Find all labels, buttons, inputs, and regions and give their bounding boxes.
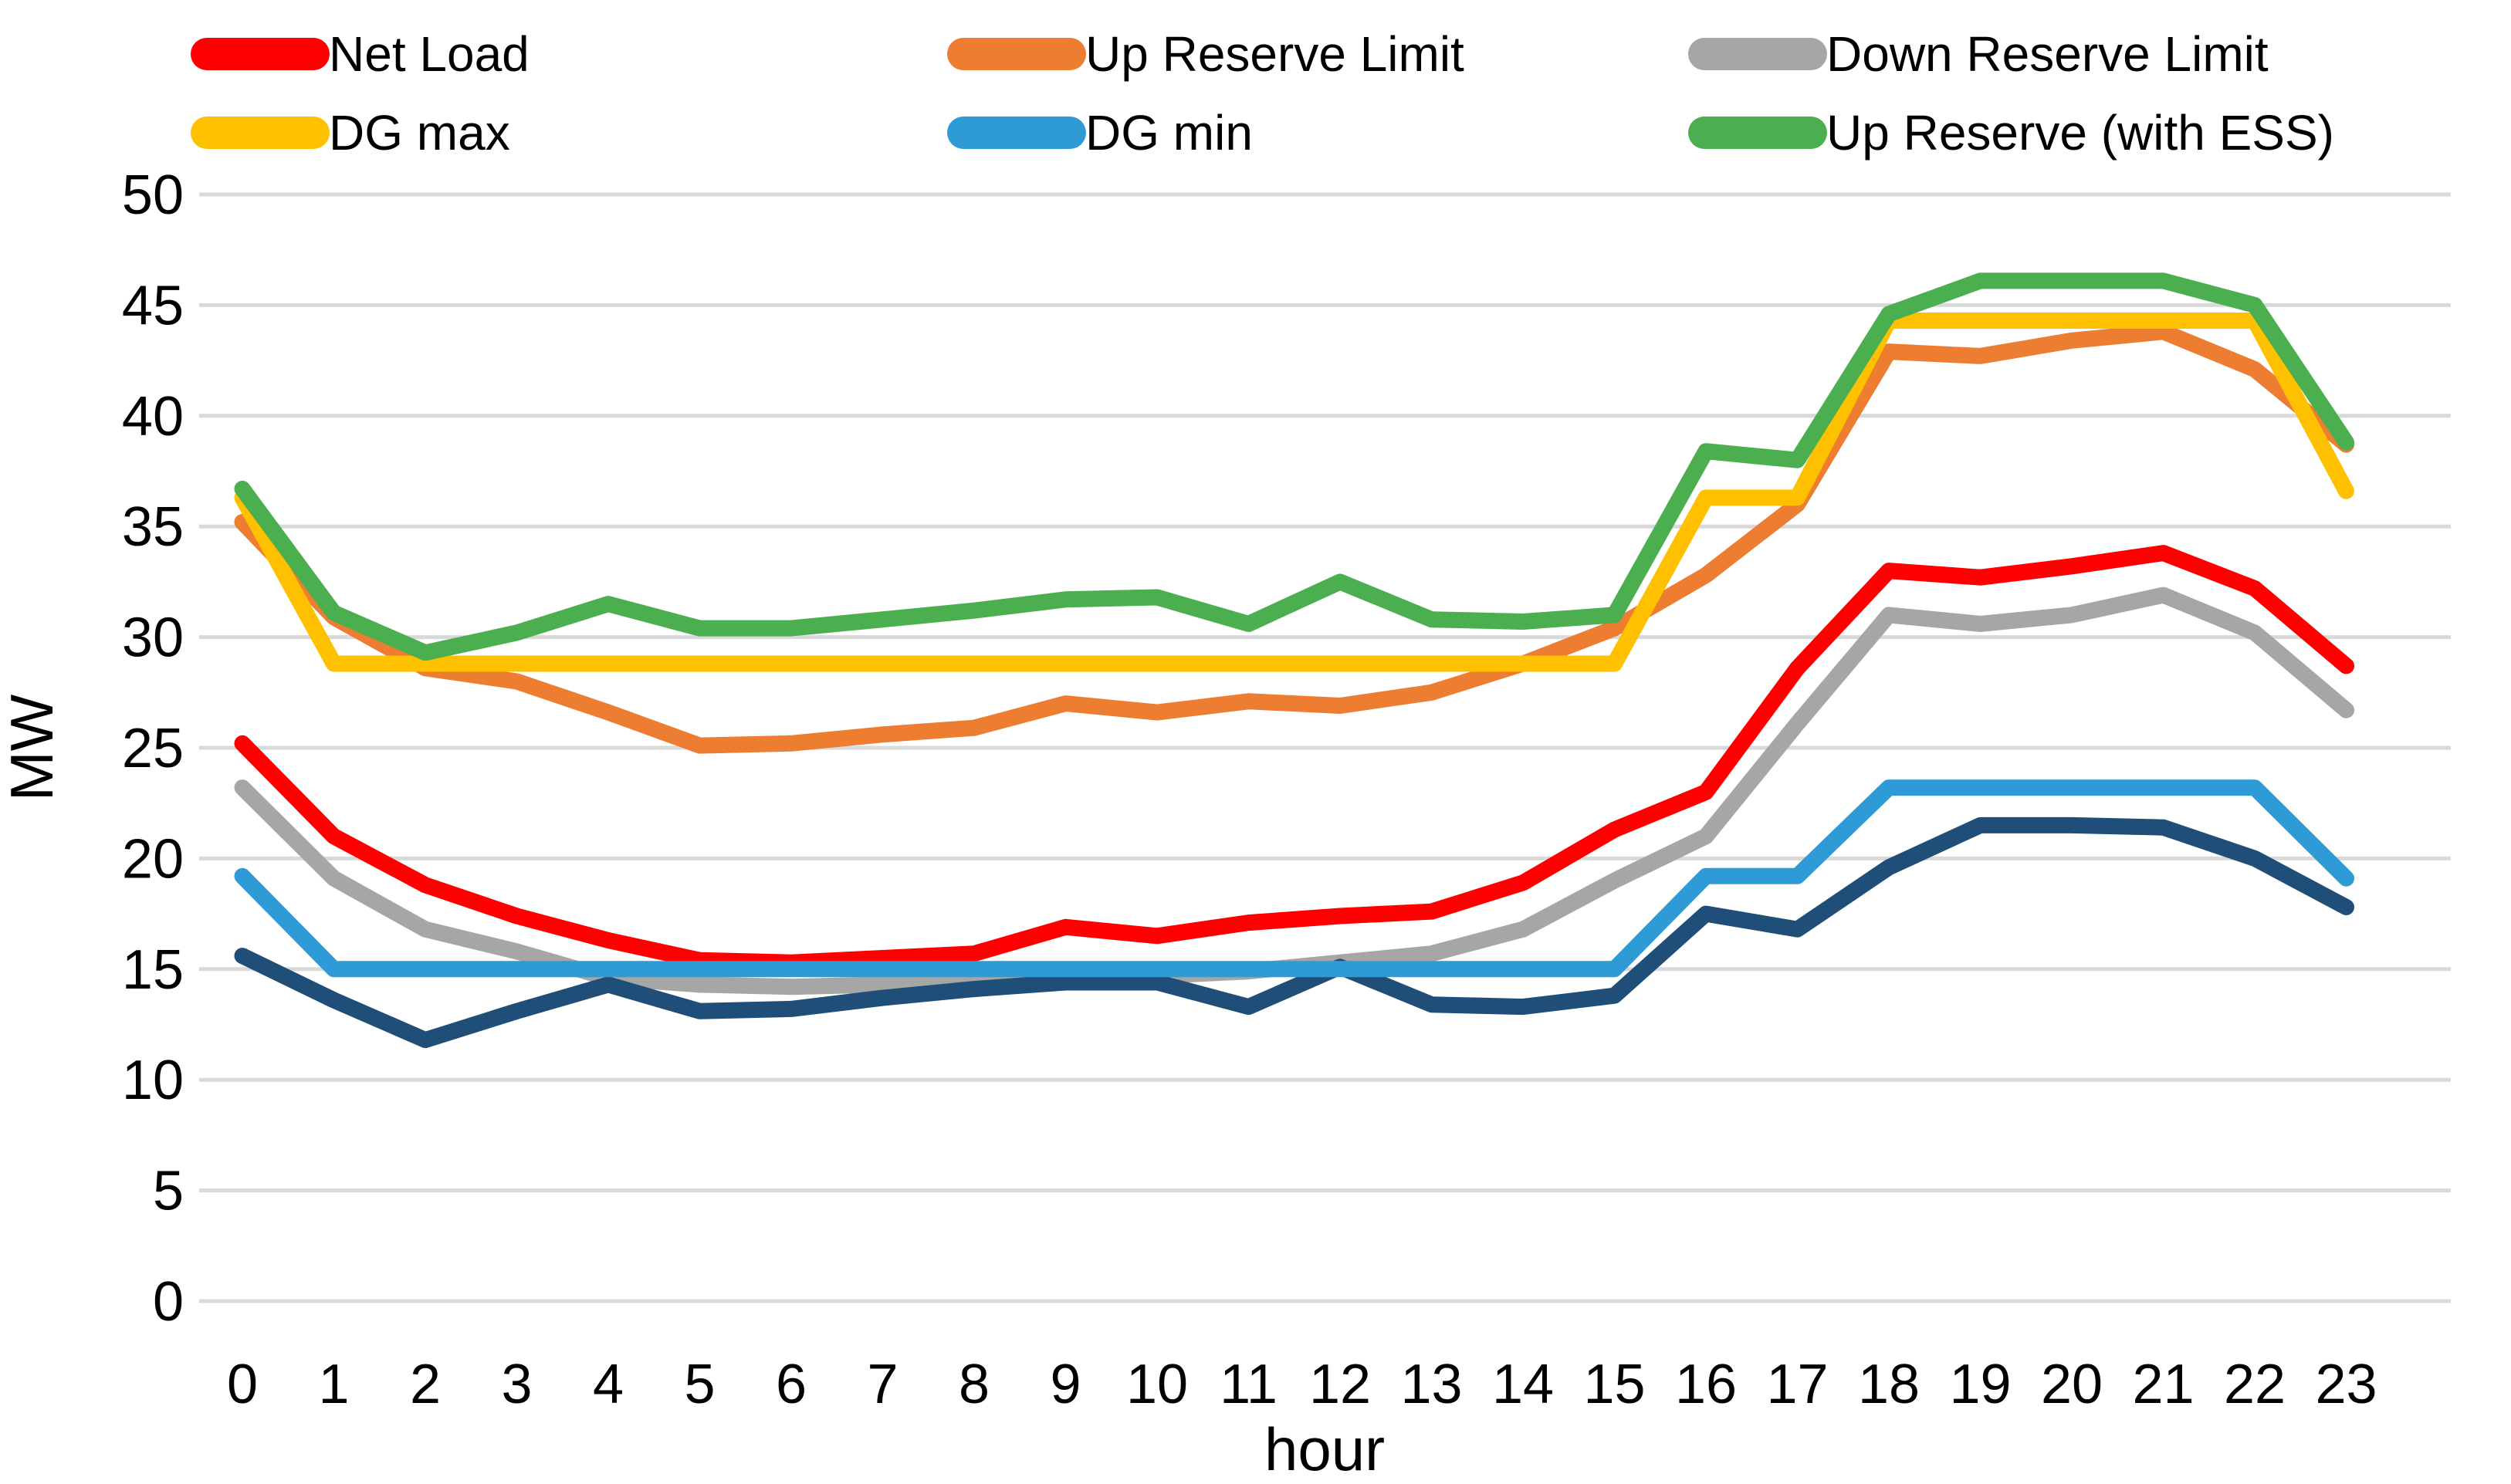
series-line-dg-min xyxy=(234,779,2354,978)
x-tick-label-21: 21 xyxy=(2132,1354,2194,1415)
y-axis-tick-labels: 0 5 10 15 20 25 30 35 40 45 50 xyxy=(122,164,184,1333)
legend-item-up-reserve-limit: Up Reserve Limit xyxy=(947,26,1464,82)
y-axis-title: MW xyxy=(0,694,66,801)
x-tick-label-10: 10 xyxy=(1126,1354,1188,1415)
legend: Net Load Up Reserve Limit Down Reserve Lim… xyxy=(191,26,2334,161)
x-tick-label-0: 0 xyxy=(227,1354,258,1415)
legend-label-dg-max: DG max xyxy=(329,105,510,161)
y-tick-label-15: 15 xyxy=(122,939,184,1001)
y-tick-label-45: 45 xyxy=(122,275,184,336)
series-lines xyxy=(234,272,2354,1049)
legend-label-up-reserve-with-ess: Up Reserve (with ESS) xyxy=(1826,105,2334,161)
legend-label-up-reserve-limit: Up Reserve Limit xyxy=(1085,26,1464,82)
x-tick-label-9: 9 xyxy=(1050,1354,1081,1415)
y-tick-label-35: 35 xyxy=(122,496,184,558)
y-tick-label-10: 10 xyxy=(122,1050,184,1111)
x-tick-label-11: 11 xyxy=(1220,1354,1277,1415)
series-line-up-reserve-limit xyxy=(234,323,2354,754)
x-tick-label-22: 22 xyxy=(2224,1354,2286,1415)
x-axis-tick-labels: 0 1 2 3 4 5 6 7 8 9 10 11 12 13 14 15 16 17 18 19 20 21 22 23 xyxy=(227,1354,2377,1415)
series-line-net-load xyxy=(234,545,2354,971)
legend-label-dg-min: DG min xyxy=(1085,105,1253,161)
legend-item-net-load: Net Load xyxy=(191,26,530,82)
x-axis-title: hour xyxy=(1264,1415,1385,1483)
legend-item-dg-min: DG min xyxy=(947,105,1253,161)
x-tick-label-6: 6 xyxy=(776,1354,807,1415)
y-tick-label-25: 25 xyxy=(122,718,184,779)
series-line-dg-max xyxy=(234,313,2354,672)
legend-item-dg-max: DG max xyxy=(191,105,510,161)
x-tick-label-12: 12 xyxy=(1309,1354,1371,1415)
y-tick-label-0: 0 xyxy=(153,1271,184,1333)
x-tick-label-16: 16 xyxy=(1675,1354,1737,1415)
x-tick-label-5: 5 xyxy=(684,1354,715,1415)
x-tick-label-15: 15 xyxy=(1583,1354,1645,1415)
x-tick-label-18: 18 xyxy=(1858,1354,1920,1415)
legend-label-down-reserve-limit: Down Reserve Limit xyxy=(1826,26,2269,82)
x-tick-label-19: 19 xyxy=(1949,1354,2011,1415)
legend-item-up-reserve-with-ess: Up Reserve (with ESS) xyxy=(1688,105,2334,161)
x-tick-label-1: 1 xyxy=(318,1354,349,1415)
legend-label-net-load: Net Load xyxy=(329,26,530,82)
y-tick-label-30: 30 xyxy=(122,607,184,669)
y-tick-label-20: 20 xyxy=(122,828,184,890)
legend-item-down-reserve-limit: Down Reserve Limit xyxy=(1688,26,2269,82)
x-tick-label-23: 23 xyxy=(2315,1354,2377,1415)
series-line-up-reserve-with-ess xyxy=(234,272,2354,661)
y-tick-label-5: 5 xyxy=(153,1161,184,1222)
x-tick-label-17: 17 xyxy=(1766,1354,1828,1415)
x-tick-label-7: 7 xyxy=(867,1354,898,1415)
x-tick-label-4: 4 xyxy=(593,1354,624,1415)
x-tick-label-13: 13 xyxy=(1400,1354,1462,1415)
x-tick-label-20: 20 xyxy=(2041,1354,2103,1415)
y-tick-label-50: 50 xyxy=(122,164,184,226)
y-tick-label-40: 40 xyxy=(122,386,184,448)
gridlines xyxy=(199,192,2451,1303)
x-tick-label-3: 3 xyxy=(501,1354,532,1415)
x-tick-label-8: 8 xyxy=(959,1354,990,1415)
series-line-unlabeled xyxy=(234,816,2354,1049)
x-tick-label-2: 2 xyxy=(410,1354,441,1415)
x-tick-label-14: 14 xyxy=(1492,1354,1554,1415)
